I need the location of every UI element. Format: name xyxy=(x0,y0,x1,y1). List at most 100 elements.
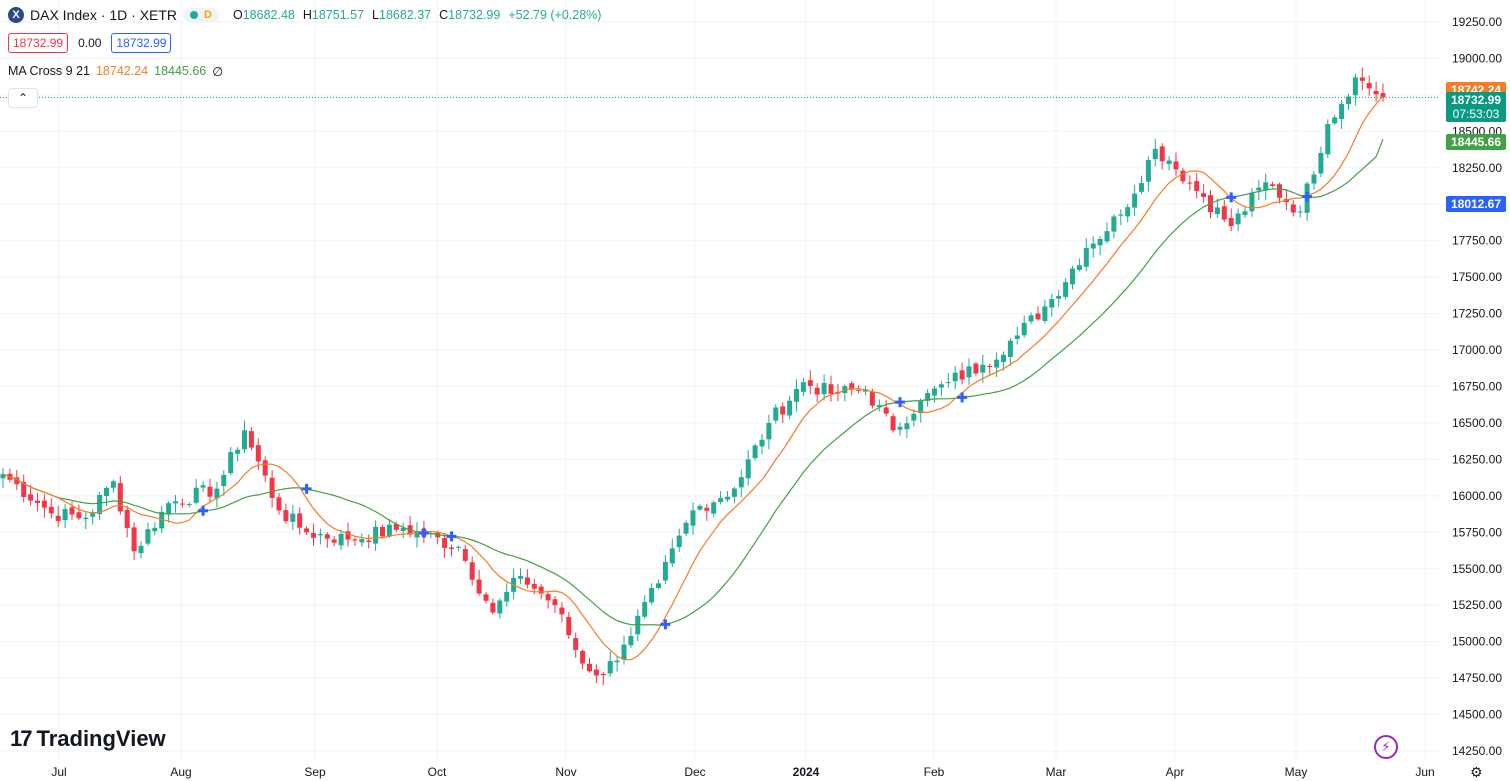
candle-body xyxy=(152,527,158,532)
candle-body xyxy=(317,533,323,536)
candle-body xyxy=(414,531,420,538)
candle-body xyxy=(690,510,696,526)
ma-cross-marker xyxy=(198,505,209,516)
candle-body xyxy=(304,528,310,533)
candle-body xyxy=(69,507,75,515)
indicator-legend[interactable]: MA Cross 9 21 18742.24 18445.66 ∅ xyxy=(8,64,223,79)
candle-body xyxy=(1076,265,1082,270)
candle-body xyxy=(676,535,682,548)
candle-body xyxy=(1028,315,1034,322)
candle-body xyxy=(214,488,220,499)
x-axis-label: Feb xyxy=(924,765,945,779)
candle-body xyxy=(1242,211,1248,215)
candle-body xyxy=(856,390,862,392)
candle-body xyxy=(469,562,475,580)
candle-body xyxy=(1007,340,1013,357)
candle-body xyxy=(1256,187,1262,191)
candle-body xyxy=(925,393,931,401)
candle-body xyxy=(1380,93,1386,98)
candle-body xyxy=(97,494,103,514)
candle-body xyxy=(718,498,724,502)
candle-body xyxy=(90,512,96,517)
candle-body xyxy=(1311,174,1317,184)
x-axis-label: Oct xyxy=(428,765,447,779)
candle-body xyxy=(593,669,599,676)
x-axis-label: Jun xyxy=(1415,765,1434,779)
lightning-icon[interactable]: ⚡ xyxy=(1374,735,1398,759)
y-axis-label: 18250.00 xyxy=(1452,161,1502,175)
gear-icon[interactable]: ⚙ xyxy=(1470,764,1483,780)
candle-body xyxy=(62,509,68,521)
candle-body xyxy=(1145,159,1151,182)
price-label-countdown: 07:53:03 xyxy=(1453,107,1500,121)
ma-cross-marker xyxy=(957,392,968,403)
candle-body xyxy=(483,594,489,601)
symbol-title[interactable]: DAX Index · 1D · XETR xyxy=(30,7,178,23)
candle-body xyxy=(1214,207,1220,214)
candle-body xyxy=(904,423,910,430)
market-status-badge[interactable]: D xyxy=(183,8,219,22)
buy-button[interactable]: 18732.99 xyxy=(111,33,172,53)
candle-body xyxy=(1056,295,1062,299)
ohlc-item: +52.79 (+0.28%) xyxy=(508,8,602,22)
candle-body xyxy=(1277,184,1282,198)
y-axis-label: 15500.00 xyxy=(1452,562,1502,576)
y-axis-label: 15750.00 xyxy=(1452,525,1502,539)
candle-body xyxy=(980,364,986,373)
candle-body xyxy=(380,526,385,537)
candle-body xyxy=(1352,77,1358,96)
candle-body xyxy=(918,401,924,414)
candle-body xyxy=(1159,146,1165,162)
price-label-tag xyxy=(1446,92,1506,122)
candle-body xyxy=(462,549,468,561)
candle-body xyxy=(1366,83,1372,89)
candle-body xyxy=(1270,184,1276,186)
candle-body xyxy=(966,366,972,378)
candle-body xyxy=(669,548,675,564)
ma-cross-marker xyxy=(418,527,429,538)
brand-logo[interactable]: 17 TradingView xyxy=(10,726,166,752)
candle-body xyxy=(476,579,482,594)
candle-body xyxy=(207,486,213,497)
candle-body xyxy=(987,366,993,368)
candle-body xyxy=(1104,231,1110,242)
candle-body xyxy=(0,473,6,479)
candle-body xyxy=(248,431,254,448)
y-axis-label: 17750.00 xyxy=(1452,234,1502,248)
candle-body xyxy=(242,430,247,450)
y-axis-label: 17250.00 xyxy=(1452,307,1502,321)
candle-body xyxy=(1014,335,1020,339)
candle-body xyxy=(76,512,82,519)
price-label-text: 18732.99 xyxy=(1451,93,1501,107)
candle-body xyxy=(200,485,206,488)
candle-body xyxy=(14,477,20,485)
candle-body xyxy=(269,477,275,498)
collapse-legend-button[interactable]: ⌃ xyxy=(8,88,38,108)
ohlc-item: H18751.57 xyxy=(302,8,365,22)
candle-body xyxy=(442,538,448,548)
candle-body xyxy=(580,650,586,664)
candle-body xyxy=(794,388,799,402)
y-axis-label: 16500.00 xyxy=(1452,416,1502,430)
candle-body xyxy=(255,445,261,462)
candle-body xyxy=(614,660,620,663)
candle-body xyxy=(228,452,234,474)
candle-body xyxy=(897,426,903,430)
ma-cross-marker xyxy=(1302,191,1313,202)
candle-body xyxy=(683,522,689,534)
tradingview-logo-icon: 17 xyxy=(10,726,33,751)
candle-body xyxy=(1359,77,1365,81)
candle-body xyxy=(48,506,54,514)
candle-body xyxy=(1339,103,1345,120)
fast-ma-line xyxy=(2,95,1384,661)
candle-body xyxy=(35,500,40,504)
candle-body xyxy=(145,529,151,544)
candle-body xyxy=(1035,313,1041,320)
sell-button[interactable]: 18732.99 xyxy=(8,33,69,53)
candle-body xyxy=(1090,243,1096,249)
candle-body xyxy=(1221,206,1227,220)
candle-body xyxy=(759,439,765,447)
candle-body xyxy=(883,407,889,414)
candle-body xyxy=(1290,204,1296,213)
